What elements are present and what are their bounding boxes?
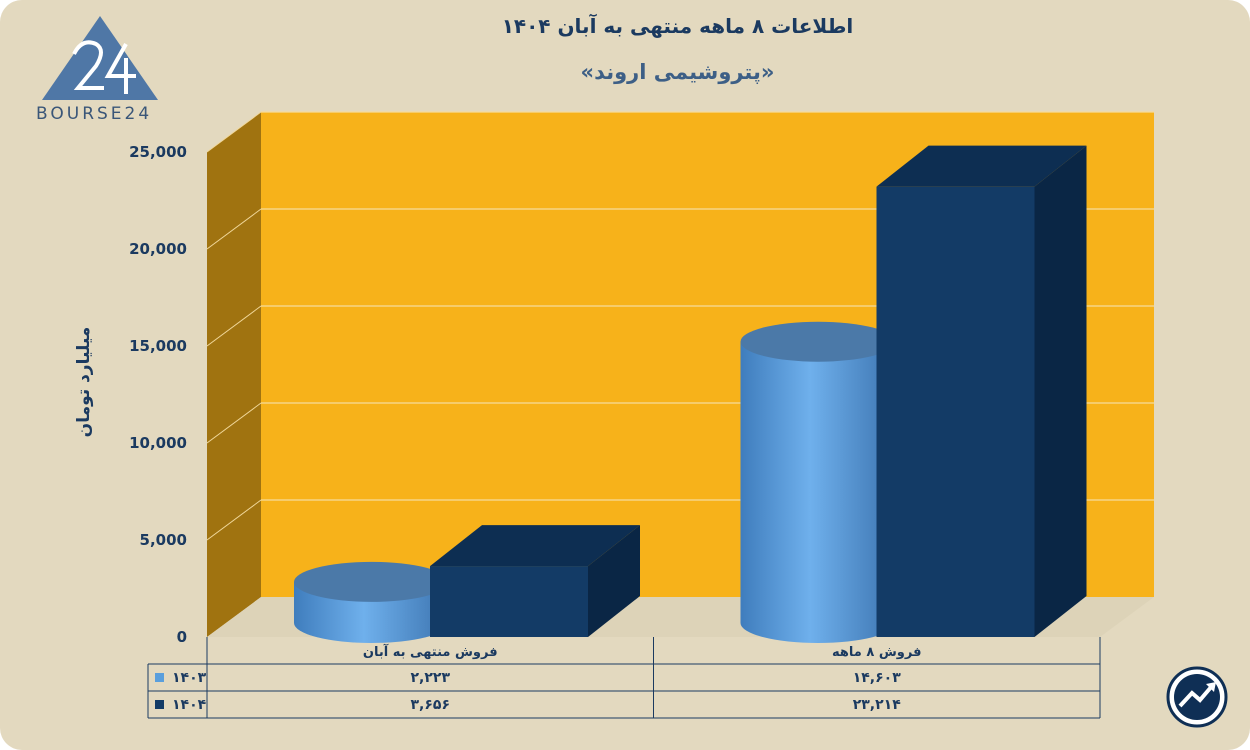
bar-1404-front xyxy=(876,186,1035,637)
grid-line-side xyxy=(206,111,262,153)
bar-1403-top xyxy=(294,561,449,602)
y-axis-ticks: 0 5,000 10,000 15,000 20,000 25,000 xyxy=(129,143,187,646)
category-label: فروش ۸ ماهه xyxy=(832,645,921,660)
data-table-value: ۳,۶۵۶ xyxy=(411,697,451,713)
bar-1403-top xyxy=(740,321,896,362)
plot-side-wall xyxy=(207,112,261,637)
y-tick-label: 20,000 xyxy=(129,240,187,258)
grid-line-side xyxy=(206,208,262,250)
y-tick-label: 10,000 xyxy=(129,434,187,452)
y-tick-label: 15,000 xyxy=(129,337,187,355)
legend-key xyxy=(155,700,164,709)
bourse24-logo-icon xyxy=(42,16,158,100)
bar-1404-top xyxy=(876,145,1087,187)
legend-label: ۱۴۰۴ xyxy=(172,697,207,713)
bar-1404 xyxy=(430,525,640,637)
data-table: فروش منتهی به آبان فروش ۸ ماهه ۱۴۰۳ ۲,۲۲۳ ۱۴… xyxy=(147,637,1101,719)
trend-badge-icon xyxy=(1166,666,1228,728)
bar-1403-body xyxy=(740,341,896,643)
logo-text: BOURSE24 xyxy=(36,104,153,124)
y-tick-label: 25,000 xyxy=(129,143,187,161)
legend-label: ۱۴۰۳ xyxy=(172,670,207,686)
data-table-value: ۱۴,۶۰۳ xyxy=(853,670,901,686)
bar-1404-top xyxy=(430,525,640,567)
data-table-value: ۲,۲۲۳ xyxy=(411,670,451,686)
y-tick-label: 5,000 xyxy=(140,531,187,549)
legend-key xyxy=(155,673,164,682)
bar-1404-front xyxy=(430,566,588,637)
bars-group xyxy=(294,145,1087,643)
bar-1403 xyxy=(740,321,896,643)
chart-title: اطلاعات ۸ ماهه منتهی به آبان ۱۴۰۴ xyxy=(501,14,854,38)
grid-line-side xyxy=(206,305,262,347)
grid-line-side xyxy=(206,499,262,541)
bar-1404-side xyxy=(1034,145,1087,637)
chart-subtitle: «پتروشیمی اروند» xyxy=(580,60,775,84)
bar-1404-side xyxy=(588,525,640,637)
data-table-value: ۲۳,۲۱۴ xyxy=(853,697,901,713)
category-label: فروش منتهی به آبان xyxy=(363,643,498,660)
grid-line-side xyxy=(206,402,262,444)
bar-1404 xyxy=(876,145,1087,637)
y-tick-label: 0 xyxy=(177,628,187,646)
bar-1403 xyxy=(294,561,449,643)
